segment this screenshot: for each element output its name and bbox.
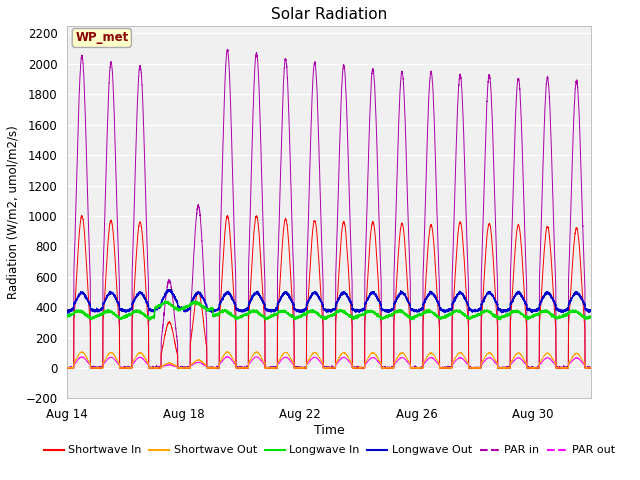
Title: Solar Radiation: Solar Radiation <box>271 7 387 22</box>
Legend: Shortwave In, Shortwave Out, Longwave In, Longwave Out, PAR in, PAR out: Shortwave In, Shortwave Out, Longwave In… <box>39 441 619 460</box>
Text: WP_met: WP_met <box>76 32 129 45</box>
X-axis label: Time: Time <box>314 424 344 437</box>
Y-axis label: Radiation (W/m2, umol/m2/s): Radiation (W/m2, umol/m2/s) <box>7 125 20 299</box>
